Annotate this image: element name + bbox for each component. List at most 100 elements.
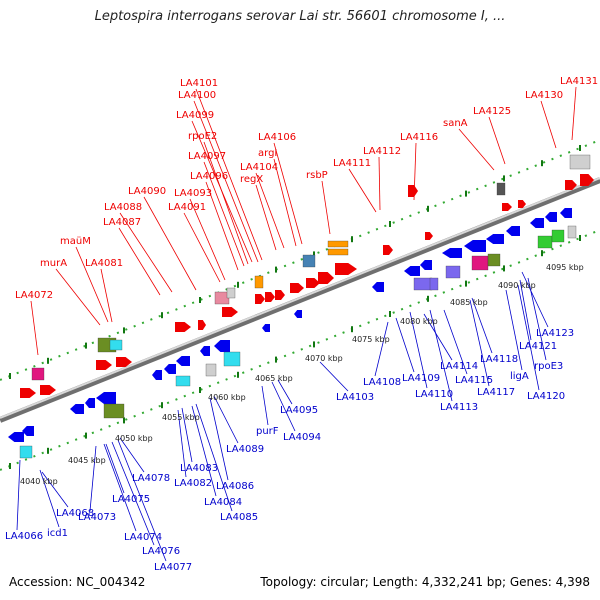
gene-arrow-reverse [404,266,420,276]
gene-label-forward: LA4130 [525,90,563,101]
gene-label-reverse: purF [256,426,279,437]
gene-arrow-reverse [200,346,210,356]
leader-line-reverse [177,409,187,478]
leader-line-forward [488,116,506,165]
gene-label-reverse: LA4075 [112,494,150,505]
gene-label-forward: LA4096 [190,171,228,182]
gene-arrow-forward [40,385,56,395]
gene-feature [569,154,591,170]
gene-label-forward: LA4081 [85,258,123,269]
leader-line-forward [55,268,101,326]
leader-line-forward [189,198,226,281]
gene-label-reverse: LA4085 [220,512,258,523]
gene-arrow-forward [255,294,265,304]
leader-line-forward [540,100,557,149]
gene-arrow-reverse [530,218,544,228]
gene-feature [109,339,123,351]
gene-arrow-reverse [85,398,95,408]
gene-arrow-reverse [176,356,190,366]
axis-highlight [0,177,600,419]
gene-feature [487,253,501,267]
leader-line-forward [191,120,253,263]
leader-line-forward [30,300,39,356]
gene-arrow-reverse [372,282,384,292]
gene-label-forward: regX [240,174,263,185]
leader-line-reverse [409,311,428,389]
accession-text: Accession: NC_004342 [9,575,146,589]
gene-label-reverse: LA4113 [440,402,478,413]
gene-arrow-forward [425,232,433,240]
kbp-tick-label: 4080 kbp [400,317,438,326]
leader-line-forward [348,168,377,213]
gene-feature [223,351,241,367]
leader-line-reverse [517,284,540,391]
gene-label-forward: LA4104 [240,162,278,173]
gene-label-forward: LA4111 [333,158,371,169]
gene-label-reverse: LA4110 [415,389,453,400]
leader-line-reverse [119,437,145,473]
gene-arrow-forward [518,200,526,208]
gene-feature [254,275,264,289]
gene-label-forward: LA4093 [174,188,212,199]
gene-label-forward: LA4090 [128,186,166,197]
gene-feature [302,254,316,268]
gene-feature [551,229,565,243]
gene-arrow-reverse [464,240,486,252]
gene-arrow-reverse [96,392,116,404]
gene-arrow-forward [275,290,285,300]
gene-arrow-forward [502,203,512,211]
leader-line-forward [378,156,381,211]
gene-label-reverse: LA4109 [402,373,440,384]
gene-label-forward: LA4125 [473,106,511,117]
gene-label-reverse: LA4086 [216,481,254,492]
gene-arrow-reverse [70,404,84,414]
leader-line-reverse [469,299,490,387]
gene-arrow-forward [306,278,320,288]
leader-line-forward [255,172,285,249]
gene-label-forward: LA4100 [178,90,216,101]
gene-feature [205,363,217,377]
gene-arrow-forward [96,360,112,370]
gene-label-forward: LA4116 [400,132,438,143]
leader-line-reverse [319,361,349,392]
gene-feature [31,367,45,381]
gene-arrow-reverse [262,324,270,332]
gene-label-reverse: LA4074 [124,532,162,543]
gene-feature [327,248,349,256]
gene-arrow-reverse [152,370,162,380]
gene-arrow-reverse [22,426,34,436]
gene-arrow-forward [383,245,393,255]
gene-label-forward: LA4106 [258,132,296,143]
gene-feature [445,265,461,279]
gene-feature [175,375,191,387]
leader-line-reverse [89,445,97,512]
leader-line-reverse [423,313,453,361]
gene-label-forward: rpoE2 [188,131,217,142]
leader-line-forward [100,268,113,323]
gene-feature [327,240,349,248]
gene-feature [413,277,433,291]
gene-label-reverse: ligA [510,371,529,382]
leader-line-reverse [16,459,21,531]
gene-label-reverse: LA4077 [154,562,192,573]
gene-label-reverse: LA4082 [174,478,212,489]
gene-label-forward: LA4072 [15,290,53,301]
leader-line-reverse [443,309,468,375]
gene-arrow-forward [335,263,357,275]
leader-line-reverse [374,321,389,377]
axis-line [0,177,600,423]
gene-feature [471,255,489,271]
gene-feature [19,445,33,459]
gene-label-reverse: LA4084 [204,497,242,508]
leader-line-reverse [213,395,239,444]
gene-arrow-forward [580,174,594,186]
leader-line-reverse [41,471,69,508]
topology-summary: Topology: circular; Length: 4,332,241 bp… [260,575,590,589]
gene-label-reverse: LA4076 [142,546,180,557]
leader-line-reverse [521,271,549,328]
leader-lines-layer [16,86,577,562]
leader-line-reverse [195,403,233,512]
leader-line-forward [193,100,259,263]
gene-label-reverse: LA4095 [280,405,318,416]
